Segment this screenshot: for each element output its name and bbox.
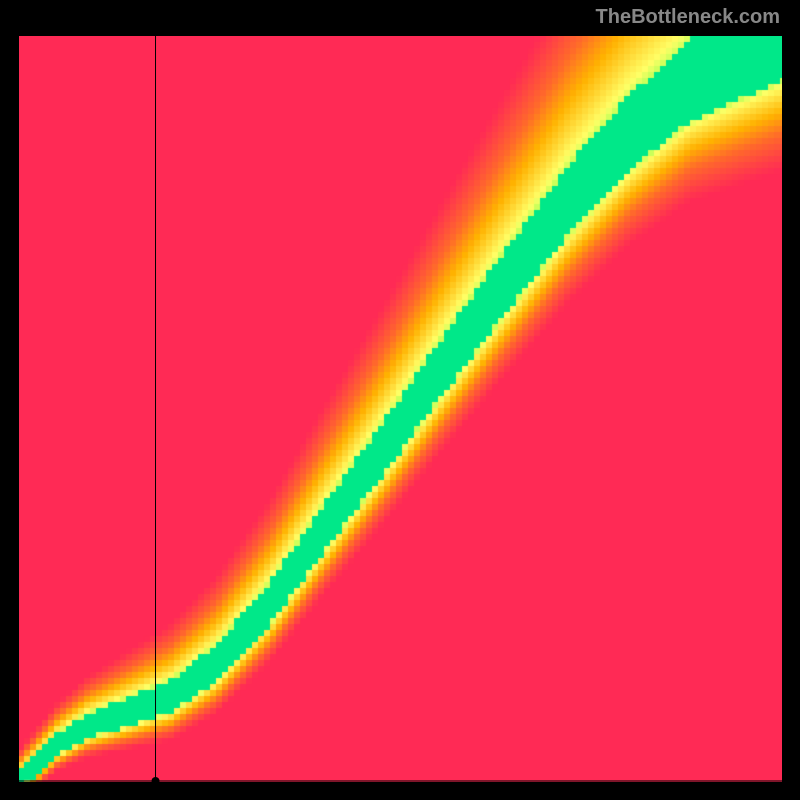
chart-container: { "watermark": { "text": "TheBottleneck.… [0,0,800,800]
heatmap-canvas [18,36,782,782]
heatmap-plot [18,36,782,782]
watermark-text: TheBottleneck.com [596,6,780,29]
